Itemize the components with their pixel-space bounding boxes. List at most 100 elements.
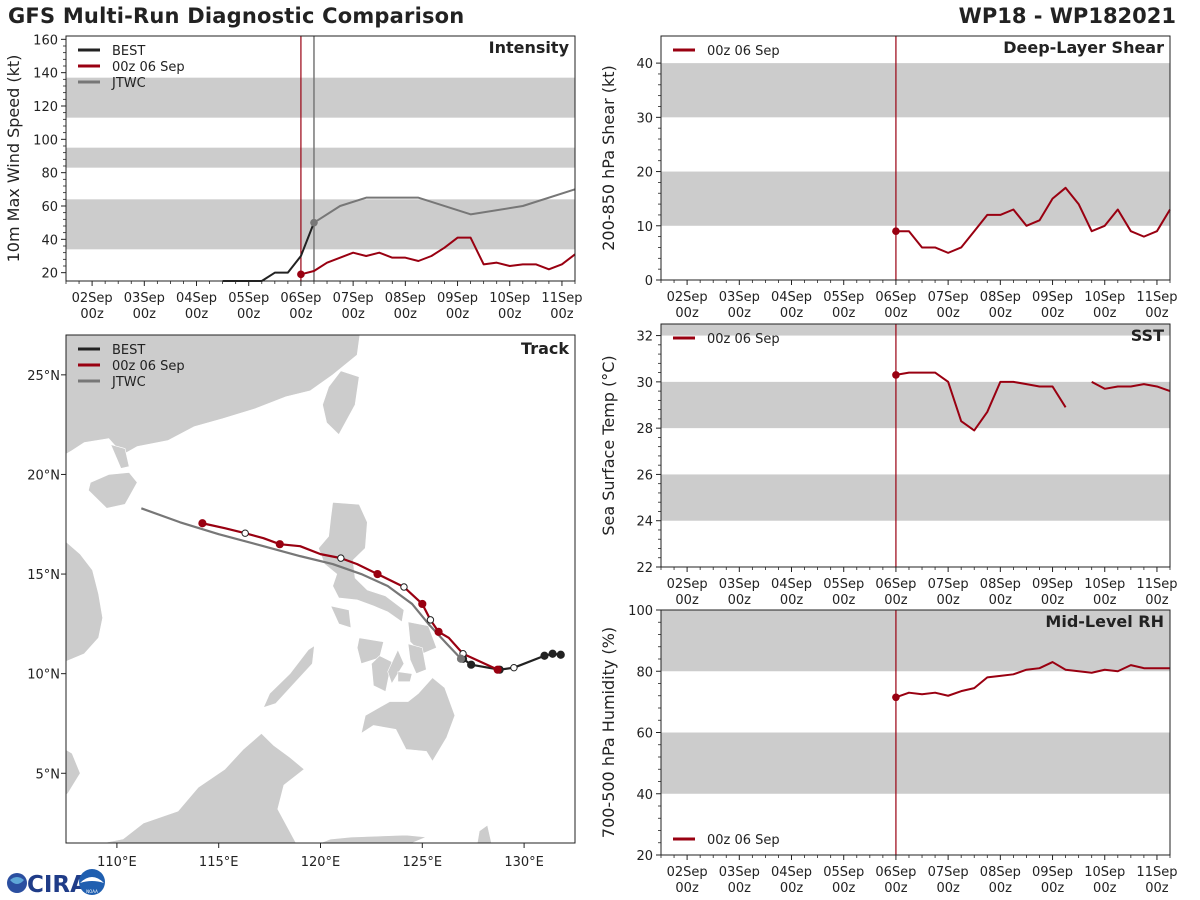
track-series-1-point (241, 529, 249, 537)
track-xtick-label: 130°E (504, 855, 544, 870)
shear-xtick-label: 04Sep (771, 290, 812, 305)
track-land (66, 335, 492, 843)
shear-series-0-line (895, 186, 1171, 254)
track-xtick-label: 115°E (199, 855, 239, 870)
shear-ytick-label: 30 (636, 111, 653, 126)
shear-chart: 01020304002Sep00z03Sep00z04Sep00z05Sep00… (599, 35, 1177, 321)
land-leyte (407, 643, 427, 675)
intensity-title: Intensity (489, 38, 570, 57)
intensity-series-1-line (300, 236, 576, 276)
shear-ytick-label: 10 (636, 220, 653, 235)
rh-xtick-label: 05Sep (823, 865, 864, 880)
track-lines (140, 507, 565, 674)
sst-ytick-label: 28 (636, 422, 653, 437)
sst-ytick-label: 22 (636, 561, 653, 576)
sst-xtick-label: 00z (675, 593, 699, 608)
shear-xtick-label: 11Sep (1136, 290, 1177, 305)
intensity-band-0 (66, 199, 575, 250)
rh-xtick-label: 00z (1093, 881, 1117, 896)
shear-band-0 (661, 171, 1170, 226)
shear-band-1 (661, 63, 1170, 118)
sst-xtick-label: 00z (989, 593, 1013, 608)
shear-title: Deep-Layer Shear (1003, 38, 1164, 57)
sst-series-0-line (1091, 380, 1171, 393)
intensity-ytick-label: 40 (41, 233, 58, 248)
rh-xtick-label: 09Sep (1032, 865, 1073, 880)
sst-band-0 (661, 474, 1170, 521)
intensity-xtick-label: 00z (133, 307, 157, 322)
sst-frame (660, 323, 1171, 568)
rh-xtick-label: 00z (936, 881, 960, 896)
rh-xtick-label: 02Sep (667, 865, 708, 880)
rh-chart: 2040608010002Sep00z03Sep00z04Sep00z05Sep… (599, 604, 1177, 896)
globe-highlight (10, 877, 24, 884)
sst-band-2 (661, 324, 1170, 336)
track-series-2-line (140, 507, 462, 660)
intensity-chart: 2040608010012014016002Sep00z03Sep00z04Se… (4, 33, 582, 322)
shear-xtick-label: 06Sep (875, 290, 916, 305)
track-title: Track (521, 339, 569, 358)
track-series-1-point (434, 627, 443, 636)
land-mindoro (330, 605, 352, 629)
sst-xtick-label: 09Sep (1032, 577, 1073, 592)
sst-xtick-label: 02Sep (667, 577, 708, 592)
intensity-xtick-label: 00z (498, 307, 522, 322)
noaa-bird (80, 877, 104, 883)
intensity-legend-label: BEST (112, 44, 145, 59)
track-ytick-label: 20°N (27, 468, 60, 483)
track-xtick-label: 125°E (403, 855, 443, 870)
rh-xtick-label: 00z (989, 881, 1013, 896)
rh-xtick-label: 00z (1041, 881, 1065, 896)
intensity-xtick-label: 02Sep (72, 291, 113, 306)
rh-ylabel: 700-500 hPa Humidity (%) (599, 627, 618, 838)
cira-logo-graphic: CIRA NOAA (7, 869, 105, 898)
rh-xtick-label: 08Sep (980, 865, 1021, 880)
shear-xtick-label: 00z (1041, 306, 1065, 321)
shear-frame (660, 35, 1171, 281)
land-sulawesi (320, 834, 427, 843)
sst-xtick-label: 11Sep (1136, 577, 1177, 592)
rh-ytick-label: 20 (636, 849, 653, 864)
track-series-2-point (456, 654, 466, 663)
sst-xtick-label: 00z (1145, 593, 1169, 608)
intensity-xtick-label: 00z (394, 307, 418, 322)
track-series-1-point (373, 569, 382, 579)
sst-xtick-label: 00z (884, 593, 908, 608)
intensity-ytick-label: 120 (33, 100, 58, 115)
intensity-xtick-label: 09Sep (437, 291, 478, 306)
intensity-series-2-start-point (310, 218, 318, 227)
track-series-0-point (548, 649, 557, 658)
track-chart: 110°E 115°E 120°E 125°E 130°E 5°N 10°N 15°N 20°N… (27, 334, 576, 870)
rh-xtick-label: 06Sep (875, 865, 916, 880)
rh-xtick-label: 10Sep (1084, 865, 1125, 880)
intensity-xtick-label: 00z (237, 307, 261, 322)
land-hainan (88, 472, 138, 509)
sst-series-0-line (895, 371, 1067, 432)
intensity-legend-label: JTWC (111, 76, 146, 91)
shear-xtick-label: 00z (832, 306, 856, 321)
track-series-1-point (400, 583, 408, 591)
intensity-ytick-label: 60 (41, 200, 58, 215)
rh-title: Mid-Level RH (1045, 612, 1164, 631)
sst-xtick-label: 07Sep (928, 577, 969, 592)
rh-xtick-label: 00z (728, 881, 752, 896)
storm-id: WP18 - WP182021 (958, 4, 1176, 28)
sst-xtick-label: 00z (780, 593, 804, 608)
track-series-0-point (510, 663, 518, 672)
track-ytick-label: 5°N (36, 767, 61, 782)
intensity-legend-label: 00z 06 Sep (112, 60, 185, 75)
shear-ylabel: 200-850 hPa Shear (kt) (599, 65, 618, 251)
sst-xtick-label: 05Sep (823, 577, 864, 592)
sst-ytick-label: 32 (636, 330, 653, 345)
sst-ytick-label: 26 (636, 468, 653, 483)
sst-xtick-label: 00z (936, 593, 960, 608)
intensity-band-1 (66, 147, 575, 168)
shear-xtick-label: 02Sep (667, 290, 708, 305)
track-legend-label: JTWC (111, 375, 146, 390)
shear-ytick-label: 20 (636, 166, 653, 181)
land-panay (356, 637, 384, 665)
intensity-series-2-line (313, 188, 576, 224)
shear-xtick-label: 08Sep (980, 290, 1021, 305)
sst-ylabel: Sea Surface Temp (°C) (599, 355, 618, 535)
